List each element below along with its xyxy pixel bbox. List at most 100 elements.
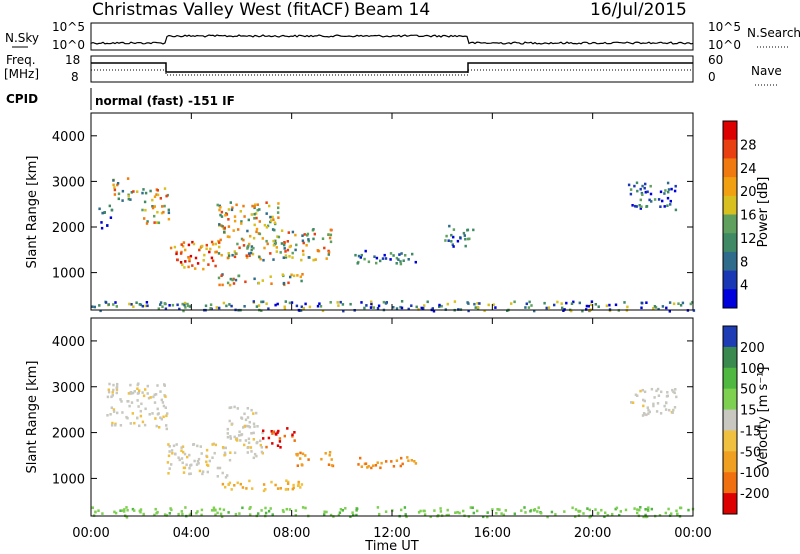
echo-cell xyxy=(170,449,174,452)
echo-cell xyxy=(196,460,200,463)
echo-cell xyxy=(133,509,136,512)
echo-cell xyxy=(218,507,222,511)
power-echo-cells xyxy=(91,177,696,313)
echo-cell xyxy=(136,416,139,420)
colorbar-segment xyxy=(723,270,737,290)
echo-cell xyxy=(291,433,294,437)
echo-cell xyxy=(404,254,407,257)
echo-cell xyxy=(281,509,285,512)
cpid-label: CPID xyxy=(6,92,38,106)
echo-cell xyxy=(230,488,233,491)
echo-cell xyxy=(276,235,279,238)
echo-cell xyxy=(423,513,427,516)
echo-cell xyxy=(647,509,650,512)
echo-cell xyxy=(265,445,268,449)
echo-cell xyxy=(261,237,264,240)
nave-tick-bottom: 0 xyxy=(708,70,716,84)
echo-cell xyxy=(216,475,219,478)
echo-cell xyxy=(201,472,204,476)
echo-cell xyxy=(138,424,141,428)
echo-cell xyxy=(211,443,214,446)
echo-cell xyxy=(271,442,274,445)
echo-cell xyxy=(186,455,189,459)
power-colorbar: 28 24 20 16 12 8 4 xyxy=(722,120,757,309)
echo-cell xyxy=(286,427,289,430)
echo-cell xyxy=(378,512,381,516)
echo-cell xyxy=(246,416,250,419)
echo-cell xyxy=(285,487,288,491)
echo-cell xyxy=(121,199,124,202)
echo-cell xyxy=(274,432,277,436)
echo-cell xyxy=(156,193,160,197)
echo-cell xyxy=(312,237,315,241)
echo-cell xyxy=(155,193,158,196)
echo-cell xyxy=(155,221,159,224)
echo-cell xyxy=(270,219,273,222)
echo-cell xyxy=(329,240,333,244)
echo-cell xyxy=(106,414,109,417)
echo-cell xyxy=(644,182,647,186)
echo-cell xyxy=(299,275,302,279)
echo-cell xyxy=(486,511,489,514)
echo-cell xyxy=(530,304,533,307)
echo-cell xyxy=(247,218,250,222)
echo-cell xyxy=(236,407,239,410)
echo-cell xyxy=(91,305,94,308)
colorbar-tick-label: 50 xyxy=(740,383,757,398)
echo-cell xyxy=(189,254,193,258)
echo-cell xyxy=(323,513,326,516)
echo-cell xyxy=(228,419,231,423)
echo-cell xyxy=(157,221,161,225)
echo-cell xyxy=(167,443,170,446)
echo-cell xyxy=(451,243,454,246)
echo-cell xyxy=(182,450,185,454)
echo-cell xyxy=(495,512,498,515)
nsky-frame xyxy=(90,22,694,51)
echo-cell xyxy=(528,300,531,304)
echo-cell xyxy=(153,221,156,224)
echo-cell xyxy=(159,197,162,200)
echo-cell xyxy=(249,446,253,449)
echo-cell xyxy=(116,382,119,386)
echo-cell xyxy=(407,307,410,311)
echo-cell xyxy=(228,406,231,410)
echo-cell xyxy=(375,261,378,265)
echo-cell xyxy=(692,309,696,312)
echo-cell xyxy=(139,409,142,413)
echo-cell xyxy=(286,240,289,243)
echo-cell xyxy=(112,183,115,187)
echo-cell xyxy=(543,301,546,305)
nave-label: Nave xyxy=(751,64,782,78)
colorbar-segment xyxy=(723,214,737,234)
echo-cell xyxy=(640,205,643,208)
echo-cell xyxy=(216,203,219,207)
echo-cell xyxy=(243,305,246,308)
echo-cell xyxy=(466,301,469,304)
echo-cell xyxy=(282,510,285,514)
echo-cell xyxy=(199,445,202,448)
echo-cell xyxy=(111,391,114,394)
echo-cell xyxy=(603,515,606,518)
echo-cell xyxy=(209,247,212,251)
echo-cell xyxy=(231,206,234,209)
echo-cell xyxy=(312,258,315,262)
echo-cell xyxy=(614,303,618,307)
echo-cell xyxy=(660,390,663,394)
echo-cell xyxy=(296,452,299,456)
echo-cell xyxy=(663,205,666,208)
echo-cell xyxy=(291,251,294,255)
echo-cell xyxy=(197,462,200,465)
echo-cell xyxy=(663,192,666,195)
echo-cell xyxy=(277,202,280,205)
echo-cell xyxy=(525,302,528,306)
echo-cell xyxy=(250,248,253,252)
echo-cell xyxy=(417,308,420,311)
echo-cell xyxy=(263,246,266,250)
echo-cell xyxy=(307,458,310,461)
echo-cell xyxy=(636,511,639,515)
echo-cell xyxy=(265,302,268,305)
echo-cell xyxy=(183,266,186,269)
echo-cell xyxy=(305,244,308,247)
echo-cell xyxy=(196,444,199,448)
echo-cell xyxy=(629,192,633,196)
